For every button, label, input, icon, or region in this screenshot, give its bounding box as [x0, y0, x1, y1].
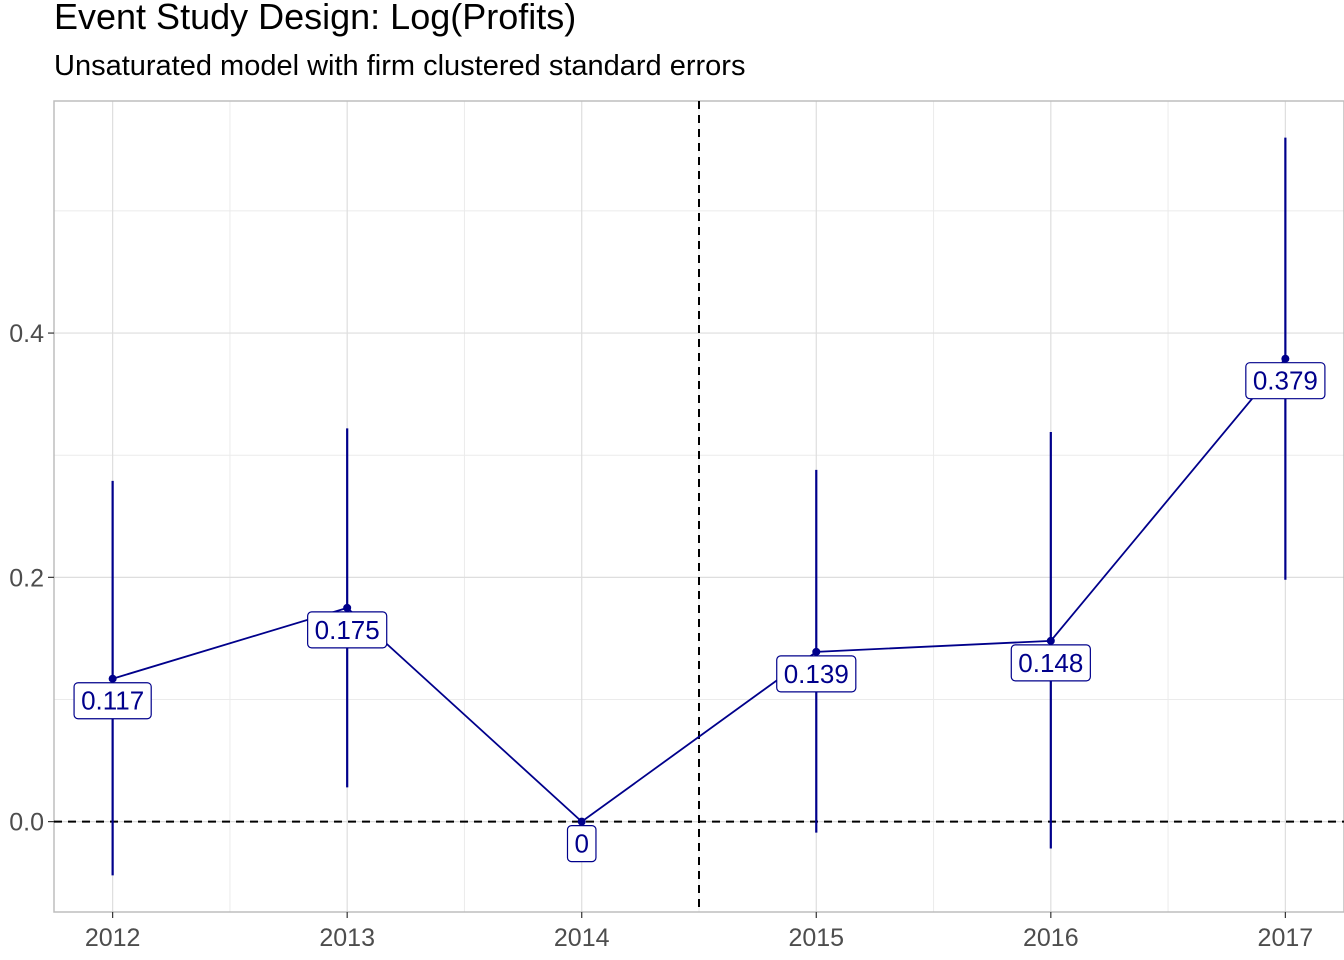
x-tick-label: 2012 — [85, 924, 141, 952]
x-tick-label: 2016 — [1023, 924, 1079, 952]
x-tick-label: 2013 — [319, 924, 375, 952]
data-point — [577, 817, 586, 826]
data-point — [1046, 636, 1055, 645]
data-label: 0.379 — [1245, 362, 1326, 400]
data-point — [812, 647, 821, 656]
data-label-text: 0.175 — [315, 615, 380, 645]
data-label: 0.117 — [73, 682, 152, 720]
data-point — [343, 603, 352, 612]
data-label: 0.139 — [776, 655, 857, 693]
y-tick-label: 0.4 — [9, 320, 44, 348]
data-label-box — [776, 655, 857, 693]
x-tick-label: 2017 — [1258, 924, 1314, 952]
data-label-box — [1245, 362, 1326, 400]
data-label-text: 0.117 — [81, 686, 144, 716]
data-label-text: 0.379 — [1253, 366, 1318, 396]
data-point — [108, 674, 117, 683]
chart-title: Event Study Design: Log(Profits) — [54, 0, 577, 37]
data-label-box — [73, 682, 152, 720]
x-tick-label: 2014 — [554, 924, 610, 952]
data-label: 0 — [566, 825, 597, 863]
data-point — [1281, 354, 1290, 363]
data-label: 0.175 — [307, 611, 388, 649]
chart-subtitle: Unsaturated model with firm clustered st… — [54, 50, 746, 82]
data-label: 0.148 — [1010, 644, 1091, 682]
data-label-text: 0.148 — [1018, 648, 1083, 678]
data-label-text: 0 — [574, 829, 588, 859]
data-label-box — [307, 611, 388, 649]
data-label-box — [566, 825, 597, 863]
data-label-text: 0.139 — [784, 659, 849, 689]
x-tick-label: 2015 — [788, 924, 844, 952]
data-label-box — [1010, 644, 1091, 682]
y-tick-label: 0.2 — [9, 564, 44, 592]
y-tick-label: 0.0 — [9, 809, 44, 837]
